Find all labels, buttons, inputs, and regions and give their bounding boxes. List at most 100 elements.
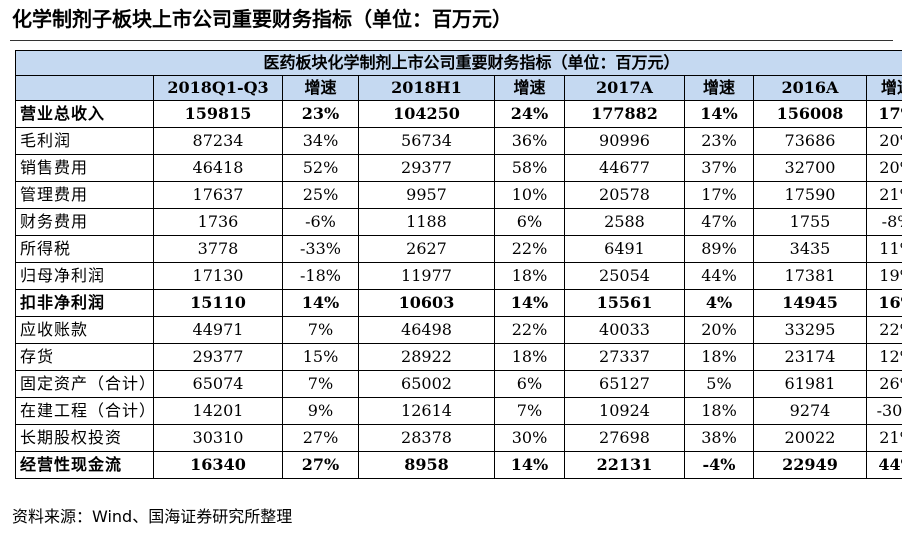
- growth-2016a: -8%: [865, 208, 902, 236]
- table-body: 营业总收入 159815 23% 104250 24% 177882 14% 156008 17…: [15, 100, 902, 479]
- growth-2017a: 18%: [684, 397, 754, 425]
- row-label: 管理费用: [15, 181, 154, 209]
- growth-2018h1: 24%: [494, 100, 565, 128]
- value-2018q1-q3: 3778: [153, 235, 283, 263]
- value-2016a: 1755: [753, 208, 867, 236]
- row-label: 长期股权投资: [15, 424, 154, 452]
- growth-2016a: 20%: [865, 127, 902, 155]
- value-2017a: 90996: [564, 127, 685, 155]
- growth-2016a: 17%: [865, 100, 902, 128]
- growth-2018q1-q3: 7%: [282, 316, 359, 344]
- growth-2018q1-q3: 9%: [282, 397, 359, 425]
- column-header-growth: 增速: [684, 75, 754, 101]
- growth-2016a: 11%: [865, 235, 902, 263]
- value-2016a: 14945: [753, 289, 867, 317]
- value-2016a: 22949: [753, 451, 867, 479]
- value-2018q1-q3: 17637: [153, 181, 283, 209]
- growth-2017a: 5%: [684, 370, 754, 398]
- growth-2017a: 89%: [684, 235, 754, 263]
- value-2016a: 17381: [753, 262, 867, 290]
- growth-2018h1: 7%: [494, 397, 565, 425]
- column-header-2017a: 2017A: [564, 75, 685, 101]
- column-header-2018q1-q3: 2018Q1-Q3: [153, 75, 283, 101]
- growth-2016a: 22%: [865, 316, 902, 344]
- growth-2018q1-q3: -33%: [282, 235, 359, 263]
- growth-2017a: 38%: [684, 424, 754, 452]
- value-2017a: 25054: [564, 262, 685, 290]
- growth-2017a: 20%: [684, 316, 754, 344]
- growth-2018q1-q3: -18%: [282, 262, 359, 290]
- value-2018h1: 56734: [358, 127, 495, 155]
- growth-2018h1: 30%: [494, 424, 565, 452]
- value-2018q1-q3: 1736: [153, 208, 283, 236]
- row-label: 归母净利润: [15, 262, 154, 290]
- value-2018q1-q3: 46418: [153, 154, 283, 182]
- value-2018h1: 46498: [358, 316, 495, 344]
- value-2018q1-q3: 16340: [153, 451, 283, 479]
- row-label: 存货: [15, 343, 154, 371]
- row-label: 毛利润: [15, 127, 154, 155]
- value-2016a: 17590: [753, 181, 867, 209]
- value-2018h1: 11977: [358, 262, 495, 290]
- value-2017a: 10924: [564, 397, 685, 425]
- growth-2017a: 17%: [684, 181, 754, 209]
- value-2016a: 20022: [753, 424, 867, 452]
- value-2017a: 65127: [564, 370, 685, 398]
- value-2018q1-q3: 17130: [153, 262, 283, 290]
- row-label: 所得税: [15, 235, 154, 263]
- row-label: 固定资产（合计）: [15, 370, 154, 398]
- growth-2018h1: 22%: [494, 316, 565, 344]
- value-2018h1: 9957: [358, 181, 495, 209]
- value-2018h1: 1188: [358, 208, 495, 236]
- table-caption-row: 医药板块化学制剂上市公司重要财务指标（单位：百万元）: [14, 50, 902, 76]
- column-header-2018h1: 2018H1: [358, 75, 495, 101]
- value-2018h1: 29377: [358, 154, 495, 182]
- growth-2018q1-q3: 23%: [282, 100, 359, 128]
- row-label: 经营性现金流: [15, 451, 154, 479]
- value-2018q1-q3: 159815: [153, 100, 283, 128]
- column-header-growth: 增速: [282, 75, 359, 101]
- growth-2018q1-q3: -6%: [282, 208, 359, 236]
- growth-2017a: -4%: [684, 451, 754, 479]
- value-2018h1: 8958: [358, 451, 495, 479]
- value-2018h1: 104250: [358, 100, 495, 128]
- row-label: 营业总收入: [15, 100, 154, 128]
- growth-2016a: -30%: [865, 397, 902, 425]
- growth-2018h1: 6%: [494, 370, 565, 398]
- growth-2018q1-q3: 7%: [282, 370, 359, 398]
- value-2018q1-q3: 65074: [153, 370, 283, 398]
- value-2018h1: 65002: [358, 370, 495, 398]
- growth-2016a: 16%: [865, 289, 902, 317]
- row-label: 在建工程（合计）: [15, 397, 154, 425]
- growth-2018q1-q3: 27%: [282, 451, 359, 479]
- growth-2018q1-q3: 14%: [282, 289, 359, 317]
- growth-2018h1: 14%: [494, 451, 565, 479]
- row-label: 扣非净利润: [15, 289, 154, 317]
- growth-2017a: 37%: [684, 154, 754, 182]
- growth-2018h1: 6%: [494, 208, 565, 236]
- growth-2018q1-q3: 25%: [282, 181, 359, 209]
- value-2016a: 156008: [753, 100, 867, 128]
- column-header-growth: 增速: [494, 75, 565, 101]
- value-2016a: 9274: [753, 397, 867, 425]
- value-2016a: 23174: [753, 343, 867, 371]
- value-2016a: 32700: [753, 154, 867, 182]
- value-2017a: 22131: [564, 451, 685, 479]
- value-2018q1-q3: 44971: [153, 316, 283, 344]
- value-2017a: 20578: [564, 181, 685, 209]
- row-label: 应收账款: [15, 316, 154, 344]
- value-2018q1-q3: 15110: [153, 289, 283, 317]
- value-2018h1: 2627: [358, 235, 495, 263]
- growth-2018h1: 10%: [494, 181, 565, 209]
- growth-2016a: 12%: [865, 343, 902, 371]
- financial-indicators-table: 医药板块化学制剂上市公司重要财务指标（单位：百万元） 2018Q1-Q3 增速 …: [14, 50, 902, 479]
